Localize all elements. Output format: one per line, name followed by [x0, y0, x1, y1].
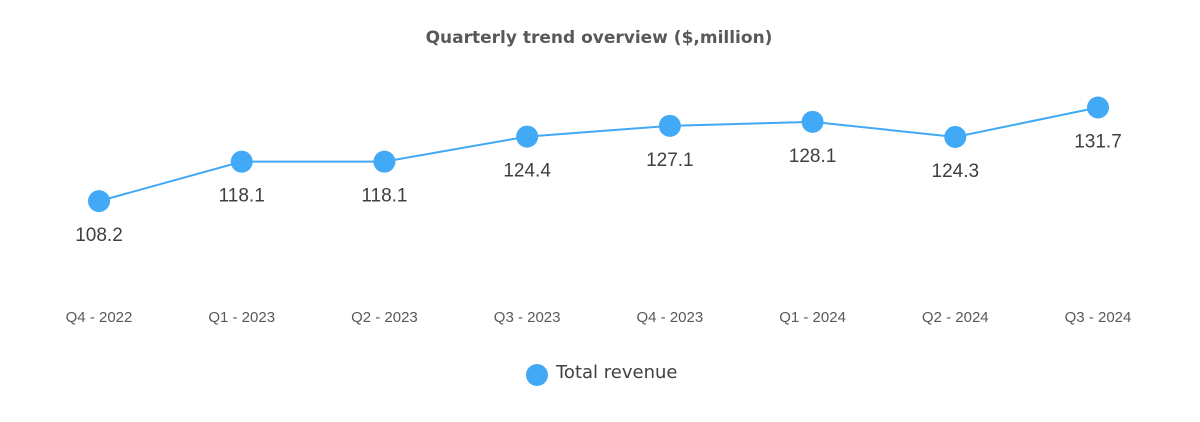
series-group: 108.2 118.1 118.1 124.4 127.1 128.1 124.3 131.7: [75, 96, 1122, 246]
data-point: [230, 150, 253, 173]
legend-label: Total revenue: [555, 362, 677, 383]
data-point: [516, 125, 539, 148]
data-point: [373, 150, 396, 173]
legend: Total revenue: [526, 362, 677, 386]
x-tick-label: Q4 - 2022: [66, 309, 133, 326]
data-label: 131.7: [1074, 132, 1122, 153]
legend-marker: [526, 364, 548, 386]
data-point: [88, 190, 110, 213]
x-axis-ticks: Q4 - 2022 Q1 - 2023 Q2 - 2023 Q3 - 2023 Q4 -…: [66, 309, 1132, 326]
data-label: 118.1: [219, 186, 265, 207]
data-point: [658, 114, 681, 137]
data-label: 124.3: [932, 161, 980, 182]
data-label: 124.4: [503, 161, 551, 182]
data-label: 108.2: [75, 225, 123, 246]
x-tick-label: Q3 - 2023: [494, 309, 561, 326]
x-tick-label: Q2 - 2023: [351, 309, 418, 326]
series-line: [98, 106, 1099, 203]
chart-title: Quarterly trend overview ($,million): [426, 28, 773, 48]
data-point: [801, 110, 824, 133]
data-label: 128.1: [789, 146, 837, 167]
x-tick-label: Q2 - 2024: [922, 309, 989, 326]
data-label: 118.1: [361, 186, 407, 207]
data-point: [1087, 96, 1109, 119]
x-tick-label: Q1 - 2023: [208, 309, 275, 326]
data-label: 127.1: [646, 150, 694, 171]
x-tick-label: Q4 - 2023: [636, 309, 703, 326]
x-tick-label: Q3 - 2024: [1065, 309, 1132, 326]
data-point: [944, 125, 967, 148]
x-tick-label: Q1 - 2024: [779, 309, 846, 326]
